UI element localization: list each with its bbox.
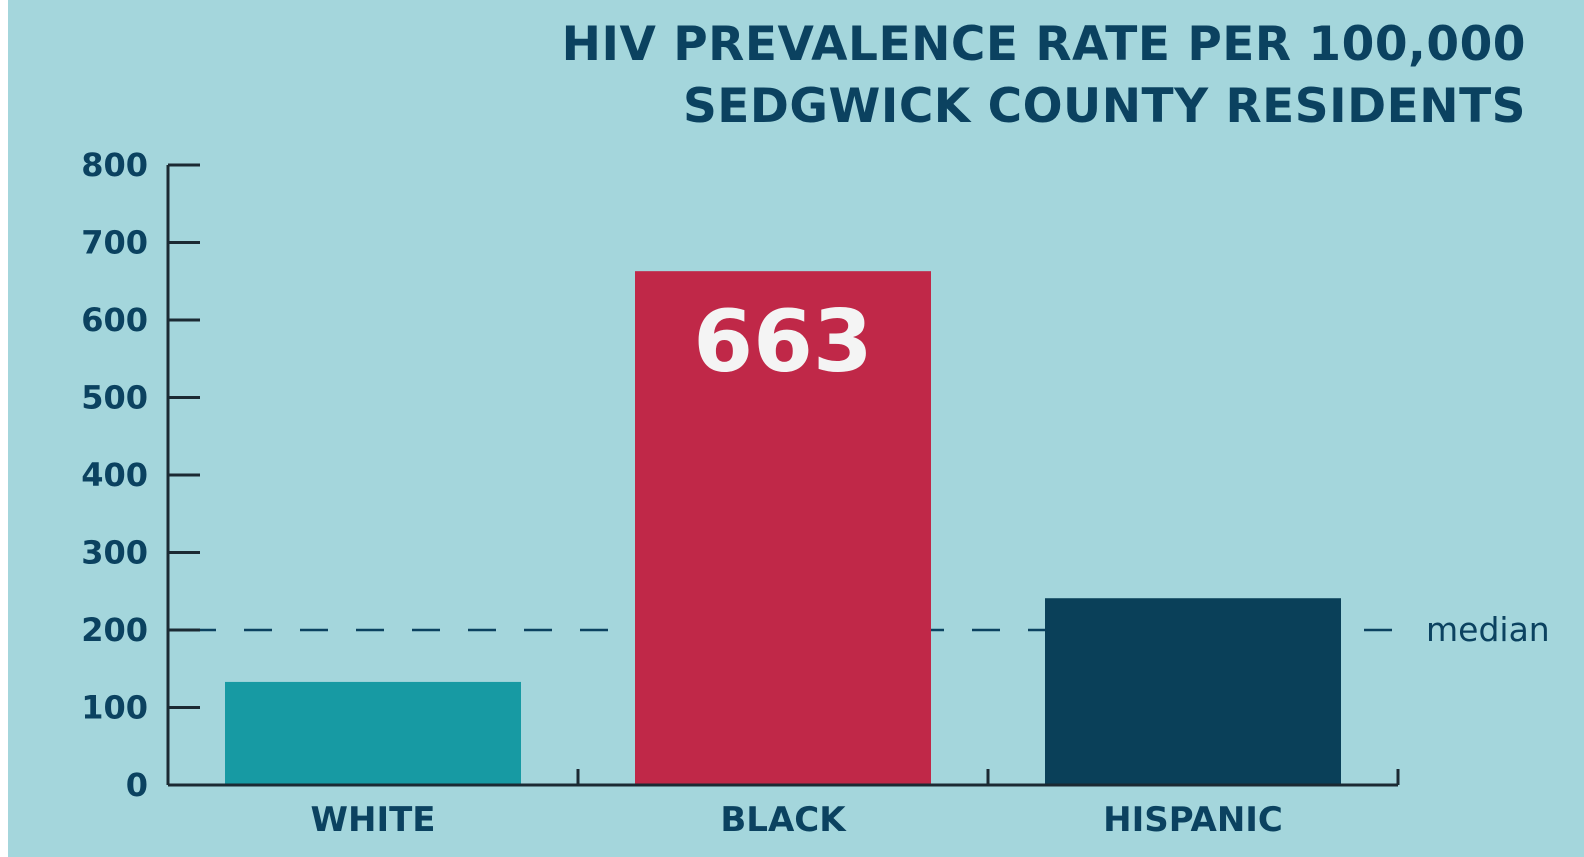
y-tick-label-700: 700: [81, 224, 148, 262]
y-tick-label-200: 200: [81, 611, 148, 649]
bar-white: [225, 681, 521, 785]
y-tick-label-100: 100: [81, 689, 148, 727]
axis-layer: [166, 163, 1400, 787]
chart-title-line-1: HIV PREVALENCE RATE PER 100,000: [561, 17, 1526, 72]
bar-hispanic: [1045, 598, 1341, 785]
y-tick-label-400: 400: [81, 456, 148, 494]
chart-canvas: HIV PREVALENCE RATE PER 100,000 SEDGWICK…: [8, 0, 1584, 857]
labels-layer: 0 100 200 300 400 500 600 700 800 WHITE BLACK 663 HI…: [81, 146, 1550, 840]
y-tick-label-300: 300: [81, 534, 148, 572]
x-category-label-hispanic: HISPANIC: [1103, 800, 1283, 840]
bar-black: [635, 271, 931, 785]
bar-chart: 0 100 200 300 400 500 600 700 800 WHITE BLACK 663 HI…: [81, 146, 1550, 840]
y-tick-label-0: 0: [126, 766, 148, 804]
data-label-black: 663: [693, 292, 873, 392]
chart-title: HIV PREVALENCE RATE PER 100,000 SEDGWICK…: [562, 14, 1526, 138]
median-reference-label: median: [1426, 610, 1550, 649]
y-tick-label-600: 600: [81, 301, 148, 339]
x-category-label-black: BLACK: [720, 800, 847, 840]
x-category-label-white: WHITE: [310, 800, 435, 840]
chart-title-line-2: SEDGWICK COUNTY RESIDENTS: [682, 79, 1526, 134]
bars-layer: [225, 271, 1341, 785]
y-tick-label-800: 800: [81, 146, 148, 184]
y-tick-label-500: 500: [81, 379, 148, 417]
